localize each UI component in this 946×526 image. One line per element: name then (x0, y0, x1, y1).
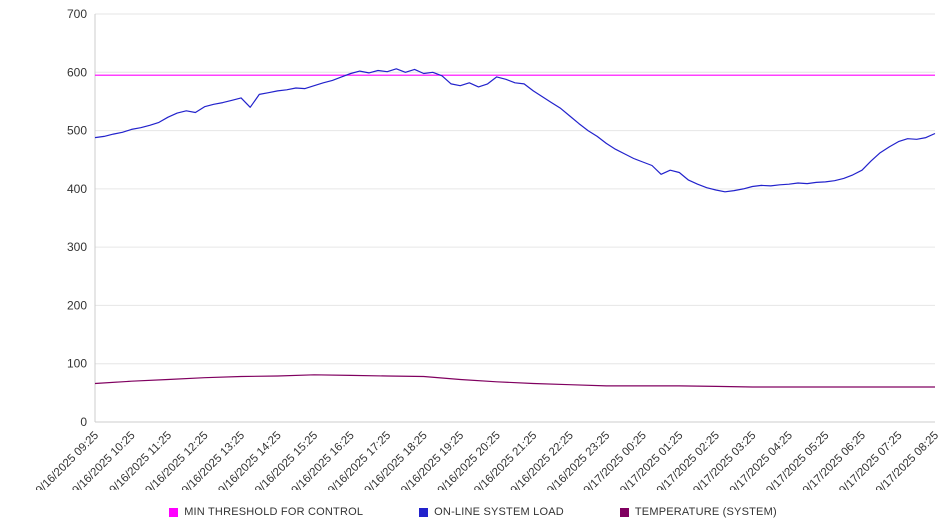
legend-label-system-load: ON-LINE SYSTEM LOAD (434, 506, 564, 518)
legend-swatch-system-load (419, 507, 429, 517)
y-tick-label: 500 (67, 124, 87, 138)
legend-swatch-temperature (619, 507, 629, 517)
y-tick-label: 600 (67, 65, 87, 79)
y-tick-label: 400 (67, 182, 87, 196)
legend-swatch-min-threshold (169, 507, 179, 517)
series-line-temperature-system- (94, 374, 935, 388)
y-tick-label: 200 (67, 298, 87, 312)
legend-item-min-threshold[interactable]: MIN THRESHOLD FOR CONTROL (169, 506, 363, 518)
legend-label-temperature: TEMPERATURE (SYSTEM) (634, 506, 777, 518)
chart-legend: MIN THRESHOLD FOR CONTROL ON-LINE SYSTEM… (0, 506, 946, 518)
y-tick-label: 700 (67, 7, 87, 21)
legend-item-system-load[interactable]: ON-LINE SYSTEM LOAD (419, 506, 564, 518)
legend-item-temperature[interactable]: TEMPERATURE (SYSTEM) (619, 506, 777, 518)
series-line-on-line-system-load (94, 68, 936, 193)
y-tick-label: 0 (80, 415, 87, 429)
y-tick-label: 100 (67, 357, 87, 371)
y-tick-label: 300 (67, 240, 87, 254)
legend-label-min-threshold: MIN THRESHOLD FOR CONTROL (184, 506, 364, 518)
x-tick-label: 9/17/2025 08:25 (874, 430, 941, 490)
